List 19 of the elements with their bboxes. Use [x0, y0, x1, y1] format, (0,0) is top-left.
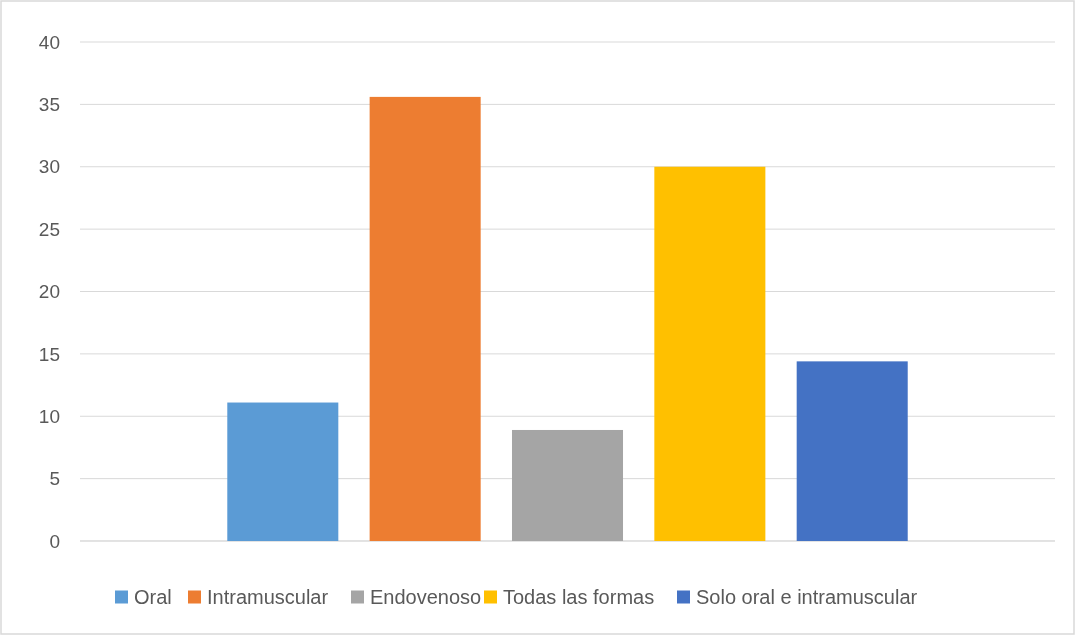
y-tick-label: 40: [38, 31, 60, 53]
bar: [511, 429, 624, 541]
y-tick-label: 30: [38, 156, 60, 178]
y-tick-label: 25: [38, 218, 60, 240]
legend-label: Solo oral e intramuscular: [696, 586, 918, 608]
legend-label: Oral: [134, 586, 172, 608]
bar: [796, 361, 908, 541]
y-tick-label: 35: [38, 94, 60, 116]
y-tick-label: 20: [38, 281, 60, 303]
legend-label: Todas las formas: [503, 586, 655, 608]
bar: [227, 402, 339, 541]
legend-label: Endovenoso: [370, 586, 482, 608]
bar: [369, 96, 481, 541]
y-tick-label: 5: [49, 468, 60, 490]
y-tick-label: 10: [38, 405, 60, 427]
y-tick-label: 0: [49, 530, 60, 552]
y-tick-label: 15: [38, 343, 60, 365]
bar: [654, 166, 766, 541]
legend-label: Intramuscular: [207, 586, 329, 608]
